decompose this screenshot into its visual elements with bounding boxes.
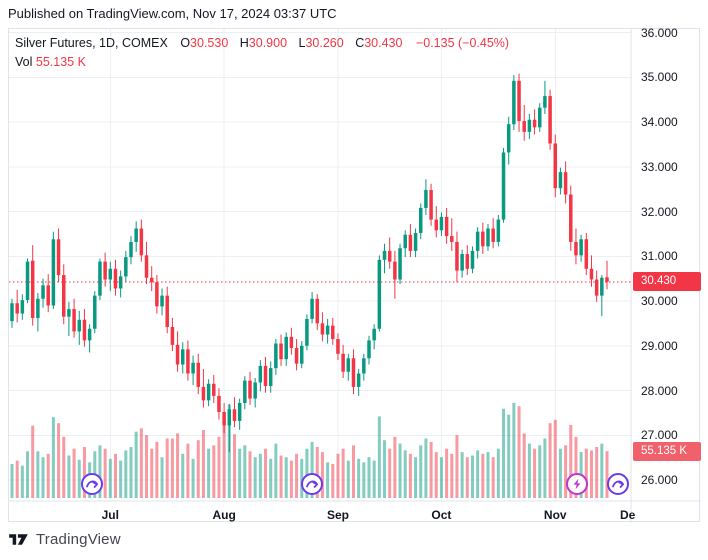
price-tick-label: 28.000 <box>641 383 678 398</box>
legend-row-volume: Vol 55.135 K <box>15 53 509 72</box>
price-tick-label: 29.000 <box>641 338 678 353</box>
price-tick-label: 36.000 <box>641 25 678 40</box>
volume-badge: 55.135 K <box>633 441 701 461</box>
close-value: 30.430 <box>364 36 403 50</box>
open-value: 30.530 <box>190 36 229 50</box>
chart-canvas[interactable] <box>9 29 701 523</box>
high-label: H <box>239 36 249 50</box>
lightning-icon[interactable] <box>566 473 588 495</box>
high-value: 30.900 <box>248 36 288 50</box>
price-tick-label: 27.000 <box>641 428 678 443</box>
month-label: Nov <box>543 508 567 522</box>
legend-row-ohlc: Silver Futures, 1D, COMEX O30.530 H30.90… <box>15 34 509 53</box>
month-label: Oct <box>431 508 452 522</box>
chart-legend: Silver Futures, 1D, COMEX O30.530 H30.90… <box>15 34 509 72</box>
symbol-title: Silver Futures, 1D, COMEX <box>15 36 168 50</box>
published-line: Published on TradingView.com, Nov 17, 20… <box>8 6 337 21</box>
change-value: −0.135 (−0.45%) <box>415 36 510 50</box>
price-tick-label: 32.000 <box>641 204 678 219</box>
tradingview-mark-icon <box>9 534 28 545</box>
skip-arrow-icon[interactable] <box>607 473 629 495</box>
month-label: Aug <box>212 508 236 522</box>
tradingview-logo[interactable]: TradingView <box>8 531 121 548</box>
low-label: L <box>298 36 306 50</box>
volume-bars <box>10 402 609 498</box>
price-tick-label: 26.000 <box>641 473 678 487</box>
brand-name: TradingView <box>36 531 121 548</box>
price-tick-label: 30.000 <box>641 294 678 308</box>
price-tick-label: 34.000 <box>641 115 678 129</box>
gridlines <box>9 29 631 501</box>
close-label: C <box>355 36 365 50</box>
open-label: O <box>180 36 191 50</box>
volume-label: Vol <box>15 55 33 69</box>
price-tick-label: 35.000 <box>641 70 678 85</box>
skip-arrow-icon[interactable] <box>81 473 103 495</box>
low-value: 30.260 <box>305 36 344 50</box>
month-label: De <box>620 508 636 522</box>
skip-arrow-icon[interactable] <box>301 473 323 495</box>
chart-widget: Silver Futures, 1D, COMEX O30.530 H30.90… <box>8 25 701 523</box>
volume-value: 55.135 K <box>35 55 86 69</box>
month-label: Sep <box>326 508 349 522</box>
price-tick-label: 33.000 <box>641 159 678 174</box>
last-price-badge: 30.430 <box>633 272 701 292</box>
price-tick-label: 31.000 <box>641 249 678 264</box>
pane-separators <box>9 29 701 523</box>
month-label: Jul <box>101 508 119 522</box>
candles <box>10 73 609 453</box>
